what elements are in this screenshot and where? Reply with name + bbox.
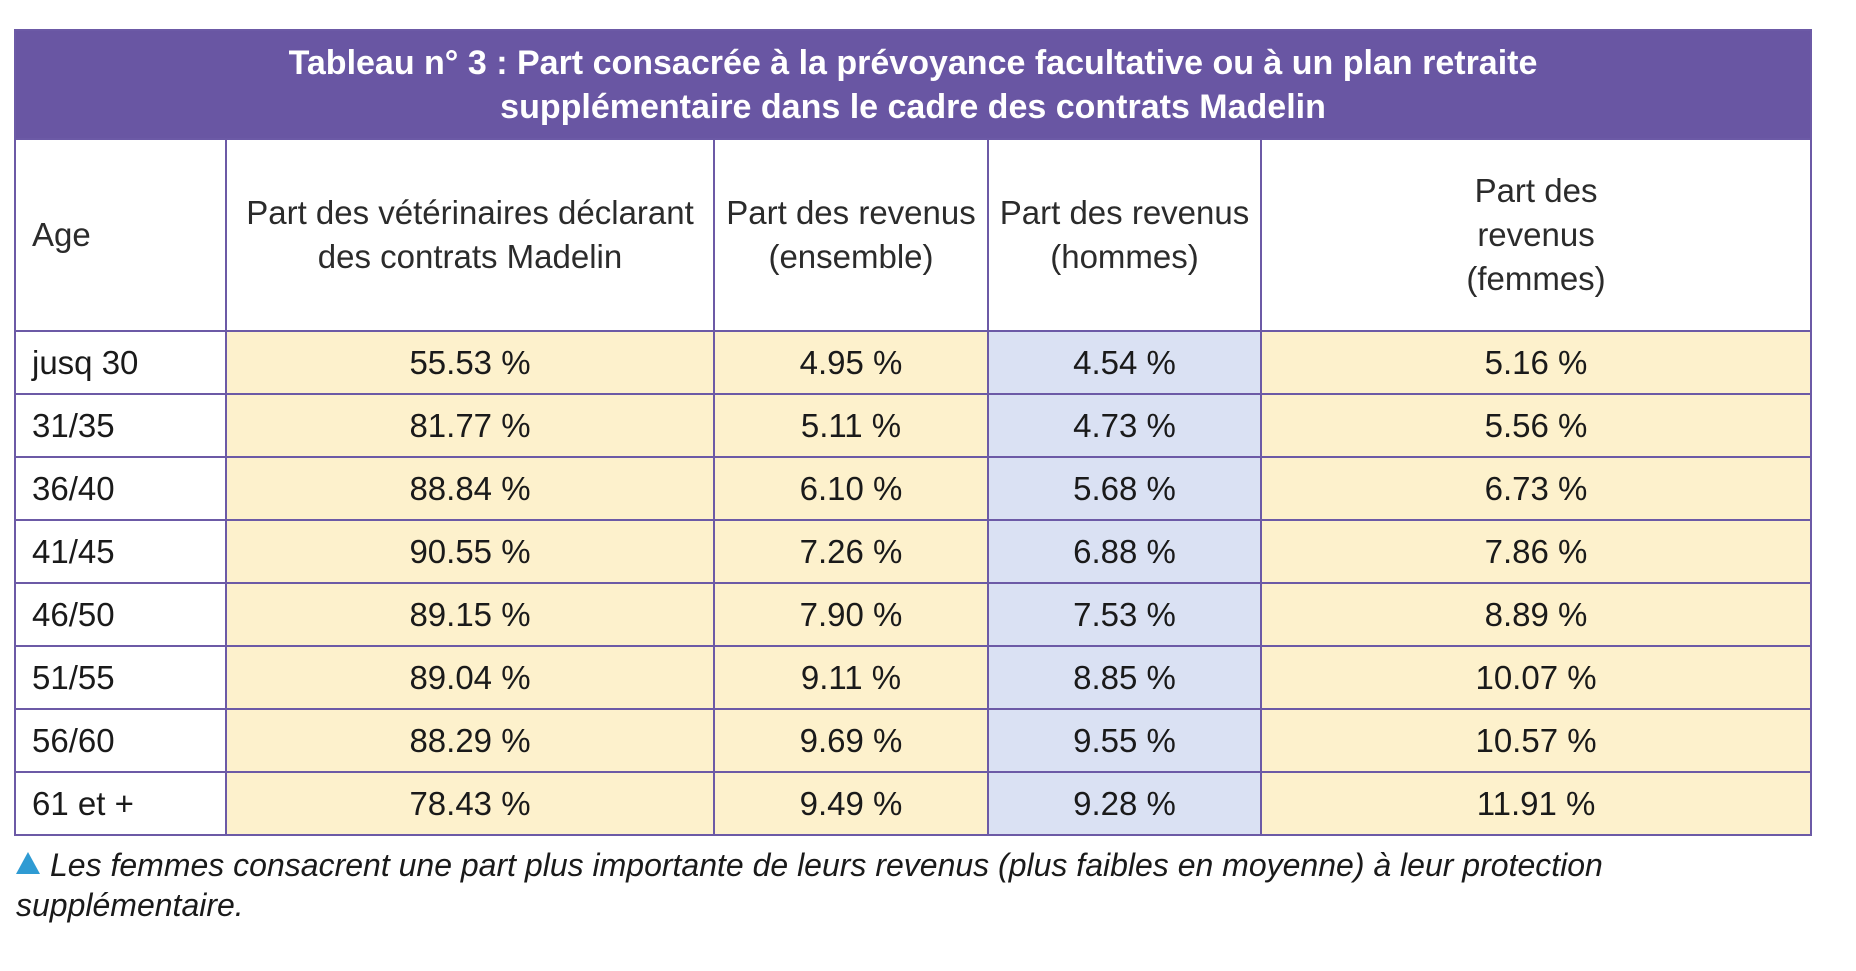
cell-hommes: 8.85 % (987, 645, 1262, 710)
cell-ensemble: 9.69 % (713, 708, 989, 773)
cell-age: 31/35 (14, 393, 227, 458)
cell-hommes: 9.28 % (987, 771, 1262, 836)
cell-hommes: 5.68 % (987, 456, 1262, 521)
cell-madelin: 88.84 % (225, 456, 715, 521)
table-caption: Les femmes consacrent une part plus impo… (16, 845, 1816, 925)
cell-ensemble: 7.26 % (713, 519, 989, 584)
cell-madelin: 89.15 % (225, 582, 715, 647)
table-title-line2: supplémentaire dans le cadre des contrat… (500, 87, 1326, 126)
cell-ensemble: 4.95 % (713, 330, 989, 395)
cell-age: 36/40 (14, 456, 227, 521)
cell-ensemble: 6.10 % (713, 456, 989, 521)
cell-age: 46/50 (14, 582, 227, 647)
cell-femmes: 6.73 % (1259, 456, 1813, 521)
cell-femmes: 5.16 % (1259, 330, 1813, 395)
cell-ensemble: 7.90 % (713, 582, 989, 647)
header-femmes-line3: (femmes) (1466, 260, 1606, 297)
caption-text-line1: Les femmes consacrent une part plus impo… (50, 847, 1603, 883)
cell-age: 41/45 (14, 519, 227, 584)
table-container: Tableau n° 3 : Part consacrée à la prévo… (13, 29, 1813, 836)
cell-ensemble: 5.11 % (713, 393, 989, 458)
header-age: Age (14, 138, 227, 332)
header-femmes: Part des revenus (femmes) (1259, 138, 1813, 332)
table-row: 46/50 89.15 % 7.90 % 7.53 % 8.89 % (14, 582, 1813, 647)
table-row: 31/35 81.77 % 5.11 % 4.73 % 5.56 % (14, 393, 1813, 458)
cell-madelin: 90.55 % (225, 519, 715, 584)
data-table: Tableau n° 3 : Part consacrée à la prévo… (13, 29, 1813, 836)
cell-age: jusq 30 (14, 330, 227, 395)
header-femmes-line2: revenus (1477, 216, 1595, 253)
table-row: 36/40 88.84 % 6.10 % 5.68 % 6.73 % (14, 456, 1813, 521)
table-row: 41/45 90.55 % 7.26 % 6.88 % 7.86 % (14, 519, 1813, 584)
header-madelin: Part des vétérinaires déclarant des cont… (225, 138, 715, 332)
triangle-up-icon (16, 852, 40, 874)
cell-ensemble: 9.11 % (713, 645, 989, 710)
cell-age: 56/60 (14, 708, 227, 773)
cell-femmes: 5.56 % (1259, 393, 1813, 458)
cell-madelin: 78.43 % (225, 771, 715, 836)
header-hommes: Part des revenus (hommes) (987, 138, 1262, 332)
table-row: 51/55 89.04 % 9.11 % 8.85 % 10.07 % (14, 645, 1813, 710)
cell-hommes: 4.54 % (987, 330, 1262, 395)
table-row: jusq 30 55.53 % 4.95 % 4.54 % 5.16 % (14, 330, 1813, 395)
cell-hommes: 7.53 % (987, 582, 1262, 647)
cell-hommes: 9.55 % (987, 708, 1262, 773)
header-ensemble-line2: (ensemble) (768, 238, 934, 275)
header-hommes-line1: Part des revenus (999, 194, 1250, 231)
header-ensemble: Part des revenus (ensemble) (713, 138, 989, 332)
header-madelin-line1: Part des vétérinaires déclarant (246, 194, 694, 231)
cell-femmes: 10.07 % (1259, 645, 1813, 710)
cell-femmes: 10.57 % (1259, 708, 1813, 773)
header-femmes-line1: Part des (1474, 172, 1598, 209)
cell-madelin: 81.77 % (225, 393, 715, 458)
cell-madelin: 55.53 % (225, 330, 715, 395)
header-madelin-line2: des contrats Madelin (317, 238, 623, 275)
cell-madelin: 88.29 % (225, 708, 715, 773)
cell-femmes: 11.91 % (1259, 771, 1813, 836)
cell-madelin: 89.04 % (225, 645, 715, 710)
cell-femmes: 7.86 % (1259, 519, 1813, 584)
table-row: 56/60 88.29 % 9.69 % 9.55 % 10.57 % (14, 708, 1813, 773)
cell-hommes: 4.73 % (987, 393, 1262, 458)
header-hommes-line2: (hommes) (1050, 238, 1199, 275)
caption-text-line2: supplémentaire. (16, 887, 244, 923)
header-ensemble-line1: Part des revenus (726, 194, 976, 231)
table-title-line1: Tableau n° 3 : Part consacrée à la prévo… (288, 43, 1538, 82)
cell-ensemble: 9.49 % (713, 771, 989, 836)
caption-line1: Les femmes consacrent une part plus impo… (16, 845, 1816, 885)
header-row: Age Part des vétérinaires déclarant des … (14, 138, 1813, 332)
table-title: Tableau n° 3 : Part consacrée à la prévo… (13, 29, 1813, 140)
cell-age: 61 et + (14, 771, 227, 836)
cell-age: 51/55 (14, 645, 227, 710)
cell-hommes: 6.88 % (987, 519, 1262, 584)
table-row: 61 et + 78.43 % 9.49 % 9.28 % 11.91 % (14, 771, 1813, 836)
cell-femmes: 8.89 % (1259, 582, 1813, 647)
